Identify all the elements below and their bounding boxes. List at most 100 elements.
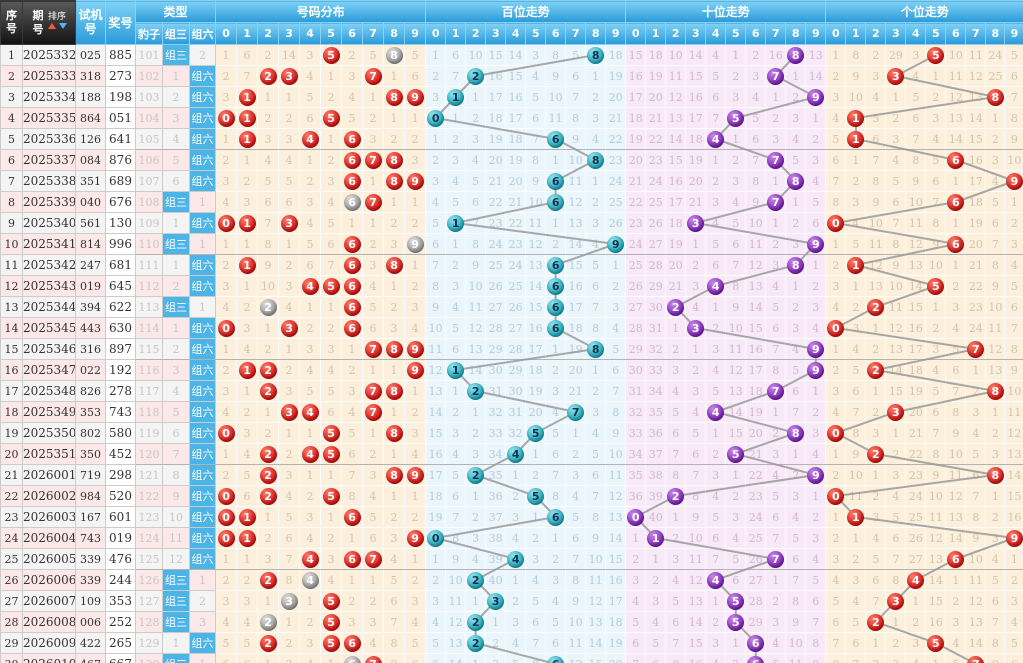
miss-count-cell: 3 <box>825 548 847 570</box>
miss-count-cell: 4 <box>885 485 907 507</box>
digit-header-ge-7: 7 <box>965 22 987 45</box>
miss-count-cell: 3 <box>805 296 827 318</box>
zusan-label-cell: 组三 <box>162 233 190 255</box>
miss-count-cell: 13 <box>925 548 947 570</box>
digit-header-bai-5: 5 <box>525 22 547 45</box>
miss-count-cell: 1 <box>445 380 467 402</box>
miss-count-cell: 13 <box>805 44 827 66</box>
zusan-label-cell: 组三 <box>162 590 190 612</box>
ball-cell: 2 <box>257 485 280 507</box>
miss-count-cell: 4 <box>785 338 807 360</box>
miss-count-cell: 10 <box>665 44 687 66</box>
number-ball: 6 <box>547 172 565 190</box>
miss-count-cell: 2 <box>278 254 301 276</box>
miss-count-cell: 3 <box>404 296 427 318</box>
miss-count-cell: 1 <box>865 317 887 339</box>
miss-count-cell: 15 <box>665 149 687 171</box>
ball-cell: 9 <box>1004 527 1023 549</box>
miss-count-cell: 8 <box>565 569 587 591</box>
ball-cell: 0 <box>215 317 238 339</box>
miss-count-cell: 1 <box>805 485 827 507</box>
prize-number-cell: 897 <box>105 338 136 360</box>
miss-count-cell: 3 <box>805 422 827 444</box>
miss-count-cell: 4 <box>585 128 607 150</box>
test-number-cell: 188 <box>75 86 106 108</box>
miss-count-cell: 8 <box>341 485 364 507</box>
sort-asc-icon[interactable] <box>47 22 56 29</box>
baozi-miss-cell: 111 <box>135 254 163 276</box>
issue-cell: 2025346 <box>22 338 76 360</box>
miss-count-cell: 5 <box>341 422 364 444</box>
ball-cell: 6 <box>341 128 364 150</box>
baozi-miss-cell: 123 <box>135 506 163 528</box>
table-row: 16 2025347 022 192 116 3 组六 2 1 2 2 4 4 2 1 1 9 12 1 14 30 29… <box>0 359 1023 381</box>
number-ball: 8 <box>385 382 403 400</box>
sort-label[interactable]: 排序 <box>47 11 66 22</box>
table-row: 24 2026004 743 019 124 11 组六 0 1 2 6 4 2 1 6 3 9 0 8 3 38 4 2 1… <box>0 527 1023 549</box>
miss-count-cell: 1 <box>545 212 567 234</box>
miss-count-cell: 20 <box>625 149 647 171</box>
miss-count-cell: 2 <box>865 485 887 507</box>
miss-count-cell: 2 <box>320 317 343 339</box>
ball-cell: 1 <box>845 128 867 150</box>
miss-count-cell: 6 <box>685 443 707 465</box>
miss-count-cell: 19 <box>665 233 687 255</box>
ball-cell: 5 <box>320 275 343 297</box>
zuliu-label-cell: 组六 <box>188 548 217 570</box>
seq-cell: 15 <box>0 338 23 360</box>
miss-count-cell: 32 <box>625 401 647 423</box>
miss-count-cell: 3 <box>383 233 406 255</box>
ball-cell: 9 <box>1004 170 1023 192</box>
ball-cell: 8 <box>383 464 406 486</box>
zuliu-label-cell: 组六 <box>188 527 217 549</box>
miss-count-cell: 4 <box>725 527 747 549</box>
ball-cell: 1 <box>236 86 259 108</box>
sort-desc-icon[interactable] <box>58 22 67 29</box>
miss-count-cell: 5 <box>585 254 607 276</box>
miss-count-cell: 3 <box>320 338 343 360</box>
number-ball: 2 <box>467 571 485 589</box>
number-ball: 6 <box>547 655 565 663</box>
sort-control[interactable]: 排序 <box>47 11 67 33</box>
ball-cell: 1 <box>236 527 259 549</box>
miss-count-cell: 6 <box>362 317 385 339</box>
miss-count-cell: 14 <box>965 632 987 654</box>
prize-number-cell: 192 <box>105 359 136 381</box>
miss-count-cell: 8 <box>605 401 627 423</box>
miss-count-cell: 4 <box>885 149 907 171</box>
miss-count-cell: 13 <box>745 275 767 297</box>
miss-count-cell: 15 <box>1004 485 1023 507</box>
seq-cell: 27 <box>0 590 23 612</box>
ball-cell: 1 <box>645 527 667 549</box>
number-ball: 6 <box>343 151 361 169</box>
number-ball: 2 <box>259 634 277 652</box>
miss-count-cell: 3 <box>865 506 887 528</box>
zusan-label-cell: 组三 <box>162 569 190 591</box>
miss-count-cell: 13 <box>1004 443 1023 465</box>
ball-cell: 2 <box>257 296 280 318</box>
miss-count-cell: 11 <box>965 44 987 66</box>
miss-count-cell: 35 <box>485 464 507 486</box>
miss-count-cell: 1 <box>585 359 607 381</box>
sort-arrows[interactable] <box>47 22 67 33</box>
miss-count-cell: 2 <box>625 548 647 570</box>
miss-count-cell: 2 <box>404 401 427 423</box>
miss-count-cell: 4 <box>605 317 627 339</box>
miss-count-cell: 4 <box>257 149 280 171</box>
prize-number-cell: 198 <box>105 86 136 108</box>
miss-count-cell: 4 <box>765 464 787 486</box>
miss-count-cell: 34 <box>485 443 507 465</box>
baozi-miss-cell: 126 <box>135 569 163 591</box>
prize-number-cell: 622 <box>105 296 136 318</box>
miss-count-cell: 1 <box>785 191 807 213</box>
miss-count-cell: 6 <box>465 191 487 213</box>
miss-count-cell: 3 <box>885 464 907 486</box>
ball-cell: 9 <box>805 464 827 486</box>
miss-count-cell: 5 <box>845 359 867 381</box>
miss-count-cell: 27 <box>625 296 647 318</box>
miss-count-cell: 11 <box>945 65 967 87</box>
miss-count-cell: 3 <box>825 86 847 108</box>
miss-count-cell: 4 <box>236 338 259 360</box>
ball-cell: 2 <box>665 485 687 507</box>
